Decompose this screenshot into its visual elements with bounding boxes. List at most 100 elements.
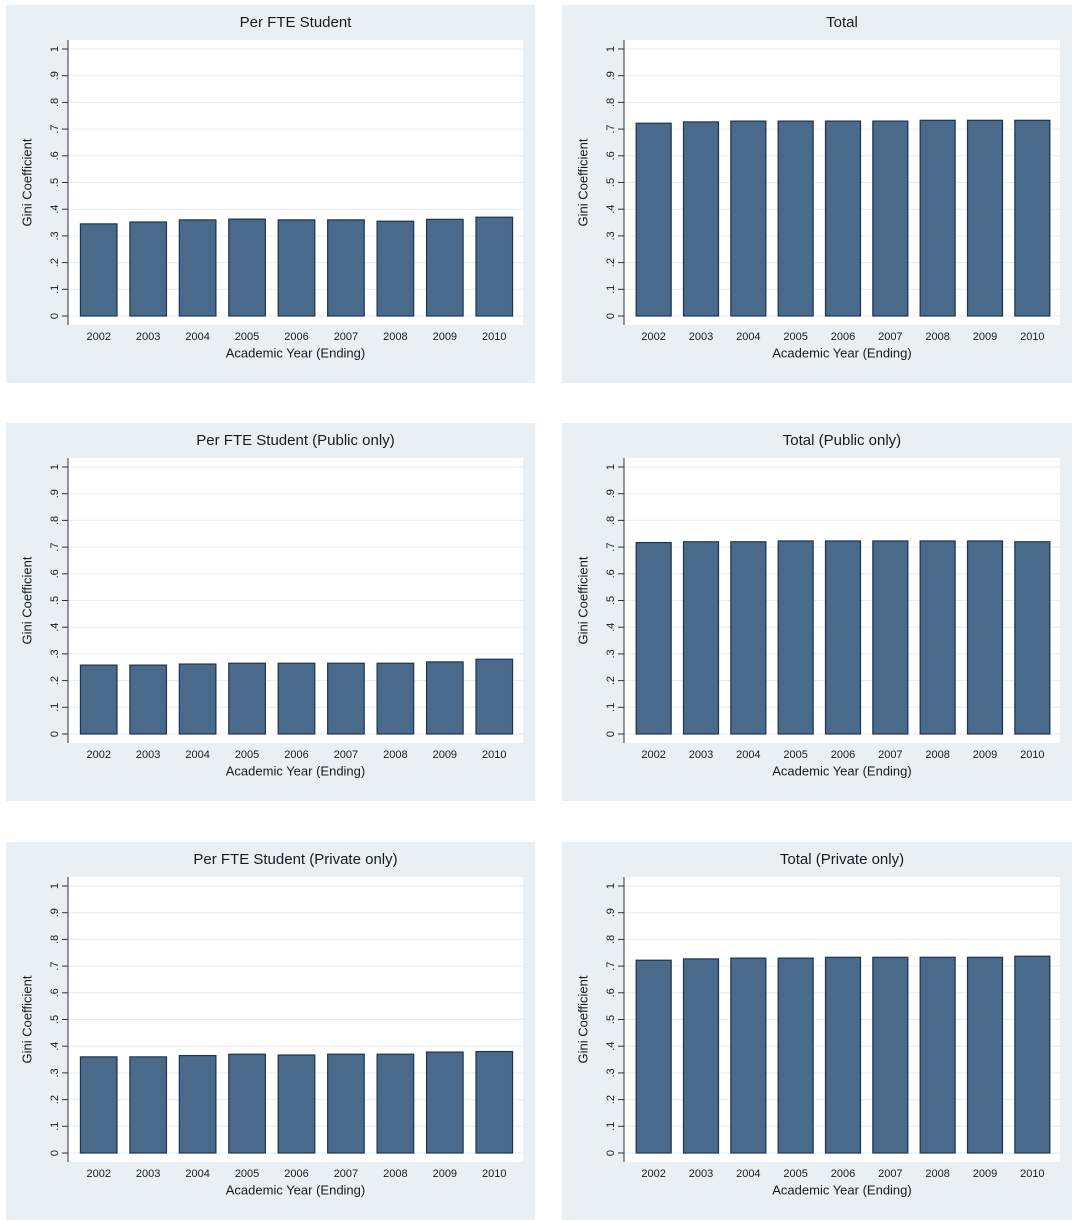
bar xyxy=(919,956,956,1154)
bar xyxy=(376,220,415,317)
y-tick-label: .7 xyxy=(605,125,617,134)
x-tick-label: 2006 xyxy=(831,1168,855,1180)
y-tick-label: .5 xyxy=(605,596,617,605)
y-tick-label: .7 xyxy=(49,962,61,971)
y-tick-label: .1 xyxy=(49,703,61,712)
x-tick-label: 2002 xyxy=(641,331,665,343)
bar xyxy=(228,1053,266,1154)
y-tick-label: .3 xyxy=(605,649,617,658)
x-tick-label: 2008 xyxy=(925,749,949,761)
y-tick-label: .8 xyxy=(605,516,617,525)
bar xyxy=(129,1056,168,1154)
chart-panel: Total (Private only) 0 .1 .2 .3 .4 .5 .6 .7 .8 .9 1… xyxy=(562,842,1072,1220)
y-tick-label: .6 xyxy=(605,569,617,578)
x-tick-label: 2007 xyxy=(878,749,902,761)
chart-panel: Per FTE Student 0 .1 .2 .3 .4 .5 .6 .7 .8 .9 1 Gini … xyxy=(6,5,535,383)
bar xyxy=(79,1056,118,1154)
x-tick-label: 2009 xyxy=(433,1168,457,1180)
x-tick-label: 2010 xyxy=(482,331,506,343)
x-tick-label: 2009 xyxy=(973,331,997,343)
x-tick-label: 2006 xyxy=(284,331,308,343)
chart-panel: Total 0 .1 .2 .3 .4 .5 .6 .7 .8 .9 1 Gini Coefficien… xyxy=(562,5,1072,383)
x-tick-label: 2002 xyxy=(86,331,110,343)
y-tick-label: .4 xyxy=(605,623,617,632)
y-tick-label: .1 xyxy=(605,703,617,712)
x-tick-label: 2008 xyxy=(925,331,949,343)
y-tick-label: 1 xyxy=(605,883,617,889)
bar xyxy=(635,541,672,735)
y-tick-label: 0 xyxy=(605,1150,617,1156)
x-tick-label: 2005 xyxy=(235,749,259,761)
x-tick-label: 2004 xyxy=(736,331,760,343)
y-tick-label: .8 xyxy=(49,935,61,944)
bar xyxy=(376,662,415,735)
y-tick-label: .9 xyxy=(49,908,61,917)
y-tick-label: 1 xyxy=(49,46,61,52)
bar xyxy=(425,661,464,735)
y-tick-label: .3 xyxy=(49,1068,61,1077)
x-tick-label: 2006 xyxy=(284,749,308,761)
bar xyxy=(376,1053,415,1154)
bar xyxy=(129,664,168,735)
y-axis-label: Gini Coefficient xyxy=(19,556,34,644)
x-tick-label: 2005 xyxy=(783,331,807,343)
y-tick-label: 1 xyxy=(49,464,61,470)
chart-title: Per FTE Student xyxy=(240,14,353,31)
bar xyxy=(277,662,316,735)
x-tick-label: 2007 xyxy=(334,749,358,761)
bar xyxy=(79,223,118,317)
x-tick-label: 2009 xyxy=(973,1168,997,1180)
bar xyxy=(872,540,909,735)
y-tick-label: .4 xyxy=(605,205,617,214)
bar xyxy=(682,958,720,1154)
y-tick-label: .7 xyxy=(49,543,61,552)
bar xyxy=(475,1050,514,1154)
bar xyxy=(327,1053,365,1154)
x-axis-label: Academic Year (Ending) xyxy=(226,1182,365,1197)
bar xyxy=(730,120,767,317)
x-tick-label: 2003 xyxy=(136,331,160,343)
x-tick-label: 2002 xyxy=(86,749,110,761)
x-tick-label: 2007 xyxy=(878,1168,902,1180)
bar xyxy=(966,119,1004,317)
bar xyxy=(635,122,672,317)
chart-panel: Per FTE Student (Private only) 0 .1 .2 .3 .4.… xyxy=(6,842,535,1220)
bar xyxy=(178,219,217,317)
y-axis-label: Gini Coefficient xyxy=(575,556,590,644)
x-tick-label: 2004 xyxy=(185,749,209,761)
y-tick-label: .9 xyxy=(49,71,61,80)
x-tick-label: 2003 xyxy=(136,1168,160,1180)
y-tick-label: .5 xyxy=(605,1015,617,1024)
y-tick-label: .6 xyxy=(49,988,61,997)
x-tick-label: 2005 xyxy=(235,1168,259,1180)
y-tick-label: .8 xyxy=(605,98,617,107)
y-tick-label: 1 xyxy=(605,46,617,52)
x-tick-label: 2009 xyxy=(433,749,457,761)
x-tick-label: 2008 xyxy=(925,1168,949,1180)
y-tick-label: .1 xyxy=(49,285,61,294)
bar xyxy=(777,957,814,1154)
x-tick-label: 2006 xyxy=(831,331,855,343)
x-tick-label: 2008 xyxy=(383,749,407,761)
y-tick-label: .1 xyxy=(49,1122,61,1131)
bar xyxy=(966,956,1004,1154)
y-tick-label: .6 xyxy=(49,569,61,578)
x-tick-label: 2004 xyxy=(185,1168,209,1180)
y-tick-label: .2 xyxy=(605,258,617,267)
chart-panel: Per FTE Student (Public only) 0 .1 .2 .3 .4 .5… xyxy=(6,423,535,801)
bar xyxy=(1014,119,1051,317)
y-tick-label: .9 xyxy=(605,71,617,80)
chart-panel: Total (Public only) 0 .1 .2 .3 .4 .5 .6 .7 .8 .9 1 G… xyxy=(562,423,1072,801)
y-tick-label: .8 xyxy=(49,98,61,107)
y-tick-label: .3 xyxy=(605,231,617,240)
y-tick-label: .7 xyxy=(605,543,617,552)
y-axis-label: Gini Coefficient xyxy=(19,138,34,226)
x-tick-label: 2008 xyxy=(383,1168,407,1180)
bar xyxy=(1014,541,1051,735)
y-tick-label: .1 xyxy=(605,1122,617,1131)
x-tick-label: 2003 xyxy=(689,331,713,343)
y-tick-label: .2 xyxy=(49,1095,61,1104)
y-tick-label: .9 xyxy=(605,908,617,917)
y-tick-label: .3 xyxy=(49,231,61,240)
y-tick-label: .7 xyxy=(49,125,61,134)
